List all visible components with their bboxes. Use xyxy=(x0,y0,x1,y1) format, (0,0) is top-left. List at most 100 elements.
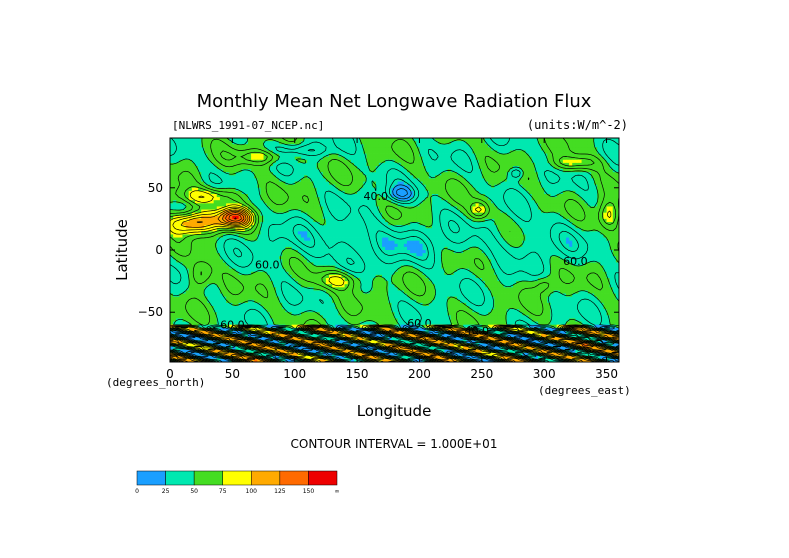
field-cell xyxy=(406,200,411,204)
field-cell xyxy=(291,203,296,207)
field-cell xyxy=(297,203,302,207)
field-cell xyxy=(263,206,268,210)
field-cell xyxy=(241,166,246,170)
field-cell xyxy=(179,200,183,204)
field-cell xyxy=(285,200,289,204)
field-cell xyxy=(584,162,589,167)
field-cell xyxy=(516,178,520,182)
field-cell xyxy=(188,150,193,154)
field-cell xyxy=(512,209,517,214)
field-cell xyxy=(191,138,196,142)
field-cell xyxy=(466,203,470,207)
field-cell xyxy=(584,234,589,238)
field-cell xyxy=(453,162,458,167)
field-cell xyxy=(590,162,595,167)
field-cell xyxy=(522,228,526,232)
field-cell xyxy=(260,172,264,176)
field-cell xyxy=(173,228,177,232)
field-cell xyxy=(590,138,595,142)
field-cell xyxy=(369,237,374,242)
field-cell xyxy=(344,237,349,242)
field-cell xyxy=(488,212,492,217)
field-cell xyxy=(609,206,614,210)
field-cell xyxy=(188,240,193,245)
field-cell xyxy=(288,144,293,148)
field-cell xyxy=(198,153,202,158)
field-cell xyxy=(338,156,342,161)
field-cell xyxy=(194,138,199,142)
units-label: (units:W/m^-2) xyxy=(527,118,628,132)
field-cell xyxy=(291,218,296,223)
field-cell xyxy=(431,200,436,204)
field-cell xyxy=(170,206,174,210)
field-cell xyxy=(425,159,430,164)
field-cell xyxy=(569,153,573,158)
field-cell xyxy=(410,187,414,192)
field-cell xyxy=(391,218,395,223)
field-cell xyxy=(544,212,548,217)
field-cell xyxy=(431,172,436,176)
field-cell xyxy=(179,212,183,217)
field-cell xyxy=(597,215,601,220)
field-cell xyxy=(366,181,370,186)
field-cell xyxy=(388,138,392,142)
field-cell xyxy=(304,178,308,182)
field-cell xyxy=(272,144,277,148)
field-cell xyxy=(300,203,305,207)
field-cell xyxy=(428,138,433,142)
field-cell xyxy=(565,150,570,154)
field-cell xyxy=(422,150,427,154)
field-cell xyxy=(198,243,202,248)
field-cell xyxy=(347,181,352,186)
field-cell xyxy=(353,197,358,201)
field-cell xyxy=(435,231,439,235)
field-cell xyxy=(537,240,542,245)
field-cell xyxy=(369,206,374,210)
field-cell xyxy=(382,237,386,242)
field-cell xyxy=(559,240,564,245)
field-cell xyxy=(550,197,554,201)
field-cell xyxy=(435,234,439,238)
field-cell xyxy=(528,150,533,154)
field-cell xyxy=(519,172,523,176)
field-cell xyxy=(528,159,533,164)
field-cell xyxy=(456,231,461,235)
field-cell xyxy=(294,197,299,201)
field-cell xyxy=(453,172,458,176)
field-cell xyxy=(325,218,330,223)
field-cell xyxy=(226,166,230,170)
field-cell xyxy=(413,197,417,201)
field-cell xyxy=(472,162,476,167)
field-cell xyxy=(494,197,498,201)
field-cell xyxy=(578,159,582,164)
field-cell xyxy=(509,203,514,207)
field-cell xyxy=(307,178,311,182)
field-cell xyxy=(537,156,542,161)
field-cell xyxy=(590,181,595,186)
field-cell xyxy=(335,237,339,242)
field-cell xyxy=(444,156,448,161)
field-cell xyxy=(478,169,483,173)
field-cell xyxy=(603,144,607,148)
field-cell xyxy=(550,175,554,179)
field-cell xyxy=(201,243,205,248)
field-cell xyxy=(382,162,386,167)
field-cell xyxy=(528,169,533,173)
field-cell xyxy=(279,169,283,173)
field-cell xyxy=(198,178,202,182)
field-cell xyxy=(254,243,258,248)
field-cell xyxy=(469,169,473,173)
field-cell xyxy=(475,206,480,210)
field-cell xyxy=(344,228,349,232)
field-cell xyxy=(207,166,211,170)
field-cell xyxy=(185,212,190,217)
field-cell xyxy=(263,190,268,195)
field-cell xyxy=(438,228,442,232)
field-cell xyxy=(394,150,399,154)
field-cell xyxy=(413,243,417,248)
field-cell xyxy=(565,153,570,158)
field-cell xyxy=(360,200,364,204)
field-cell xyxy=(491,228,495,232)
field-cell xyxy=(182,178,186,182)
field-cell xyxy=(213,153,218,158)
